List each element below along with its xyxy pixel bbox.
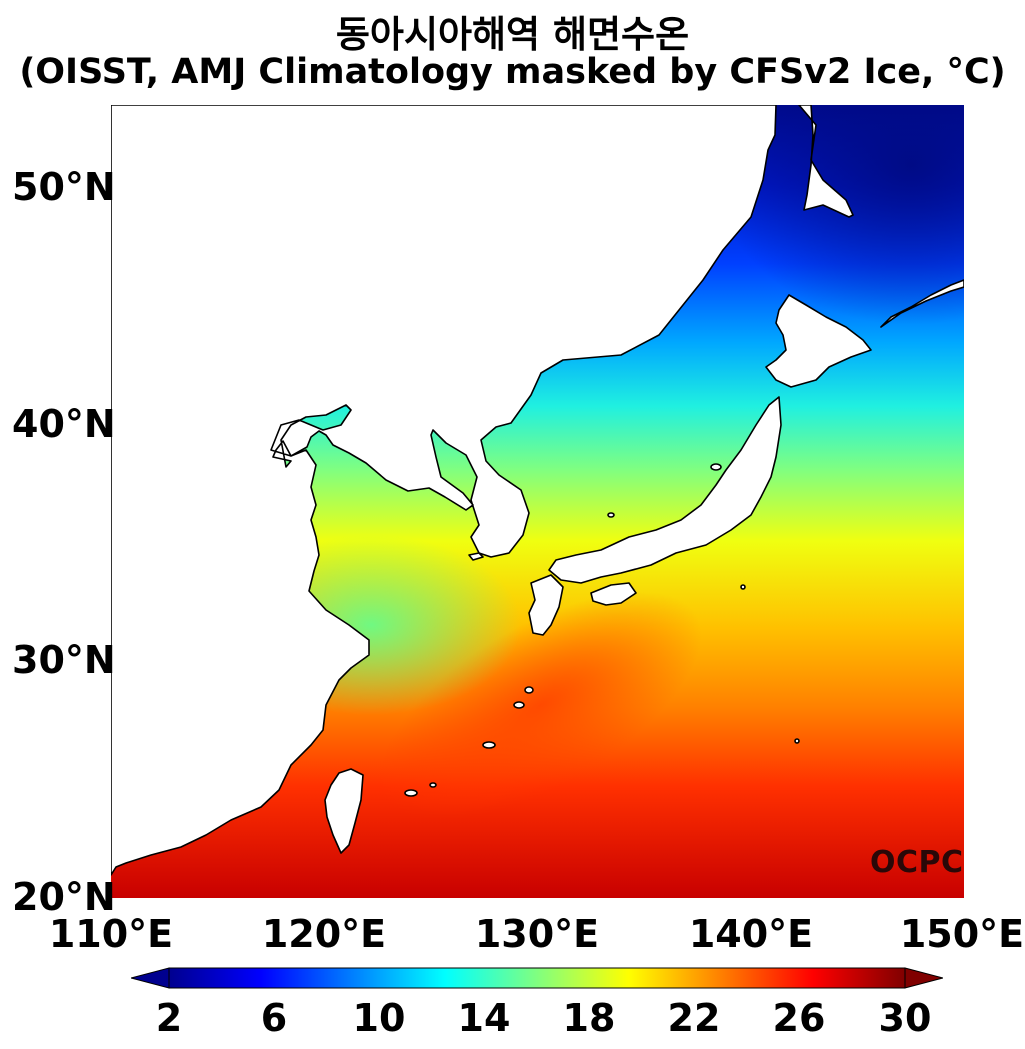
land-ogasawara — [794, 738, 800, 744]
land-sado — [710, 463, 722, 471]
lat-label-50n: 50°N — [12, 165, 116, 209]
colorbar-extend-low — [129, 967, 170, 989]
colorbar-tick: 22 — [667, 996, 721, 1040]
lat-label-40n: 40°N — [12, 402, 116, 446]
land-asia-mainland — [111, 105, 777, 876]
lon-label-140e: 140°E — [688, 912, 814, 956]
coastlines — [111, 105, 964, 876]
sst-map — [111, 105, 964, 898]
map-subtitle: (OISST, AMJ Climatology masked by CFSv2 … — [19, 52, 1006, 92]
sst-map-svg — [111, 105, 964, 898]
land-kurils — [880, 279, 964, 328]
colorbar-tick: 10 — [352, 996, 406, 1040]
land-miyako — [482, 741, 496, 749]
colorbar-svg — [129, 967, 945, 989]
colorbar-tick: 6 — [260, 996, 288, 1040]
kuroshio-warm-tongue — [380, 591, 702, 819]
colorbar-gradient — [168, 967, 906, 989]
lat-label-20n: 20°N — [12, 875, 116, 919]
land-okinawa — [513, 701, 525, 709]
colorbar — [129, 966, 945, 994]
land-shikoku — [590, 582, 637, 606]
colorbar-tick: 18 — [562, 996, 616, 1040]
land-jeju — [468, 552, 484, 561]
colorbar-tick: 2 — [155, 996, 183, 1040]
lon-label-110e: 110°E — [48, 912, 174, 956]
land-sakhalin — [798, 105, 854, 218]
land-yonaguni — [429, 782, 437, 788]
colorbar-tick: 26 — [772, 996, 826, 1040]
map-title: 동아시아해역 해면수온 — [335, 13, 690, 56]
okhotsk-cold-water — [711, 105, 964, 325]
land-kyushu — [528, 574, 564, 636]
land-izu-hachijo — [740, 584, 746, 590]
land-ishigaki — [404, 789, 418, 797]
colorbar-extend-high — [904, 967, 945, 989]
lon-label-130e: 130°E — [474, 912, 600, 956]
land-taiwan — [324, 768, 364, 854]
lon-label-120e: 120°E — [261, 912, 387, 956]
land-oki — [607, 512, 615, 518]
colorbar-tick: 14 — [457, 996, 511, 1040]
land-amami — [524, 686, 534, 694]
land-honshu — [548, 396, 782, 584]
colorbar-tick: 30 — [878, 996, 932, 1040]
lat-label-30n: 30°N — [12, 638, 116, 682]
ocpc-credit: OCPC — [870, 845, 964, 880]
lon-label-150e: 150°E — [899, 912, 1025, 956]
land-hokkaido — [765, 294, 872, 388]
